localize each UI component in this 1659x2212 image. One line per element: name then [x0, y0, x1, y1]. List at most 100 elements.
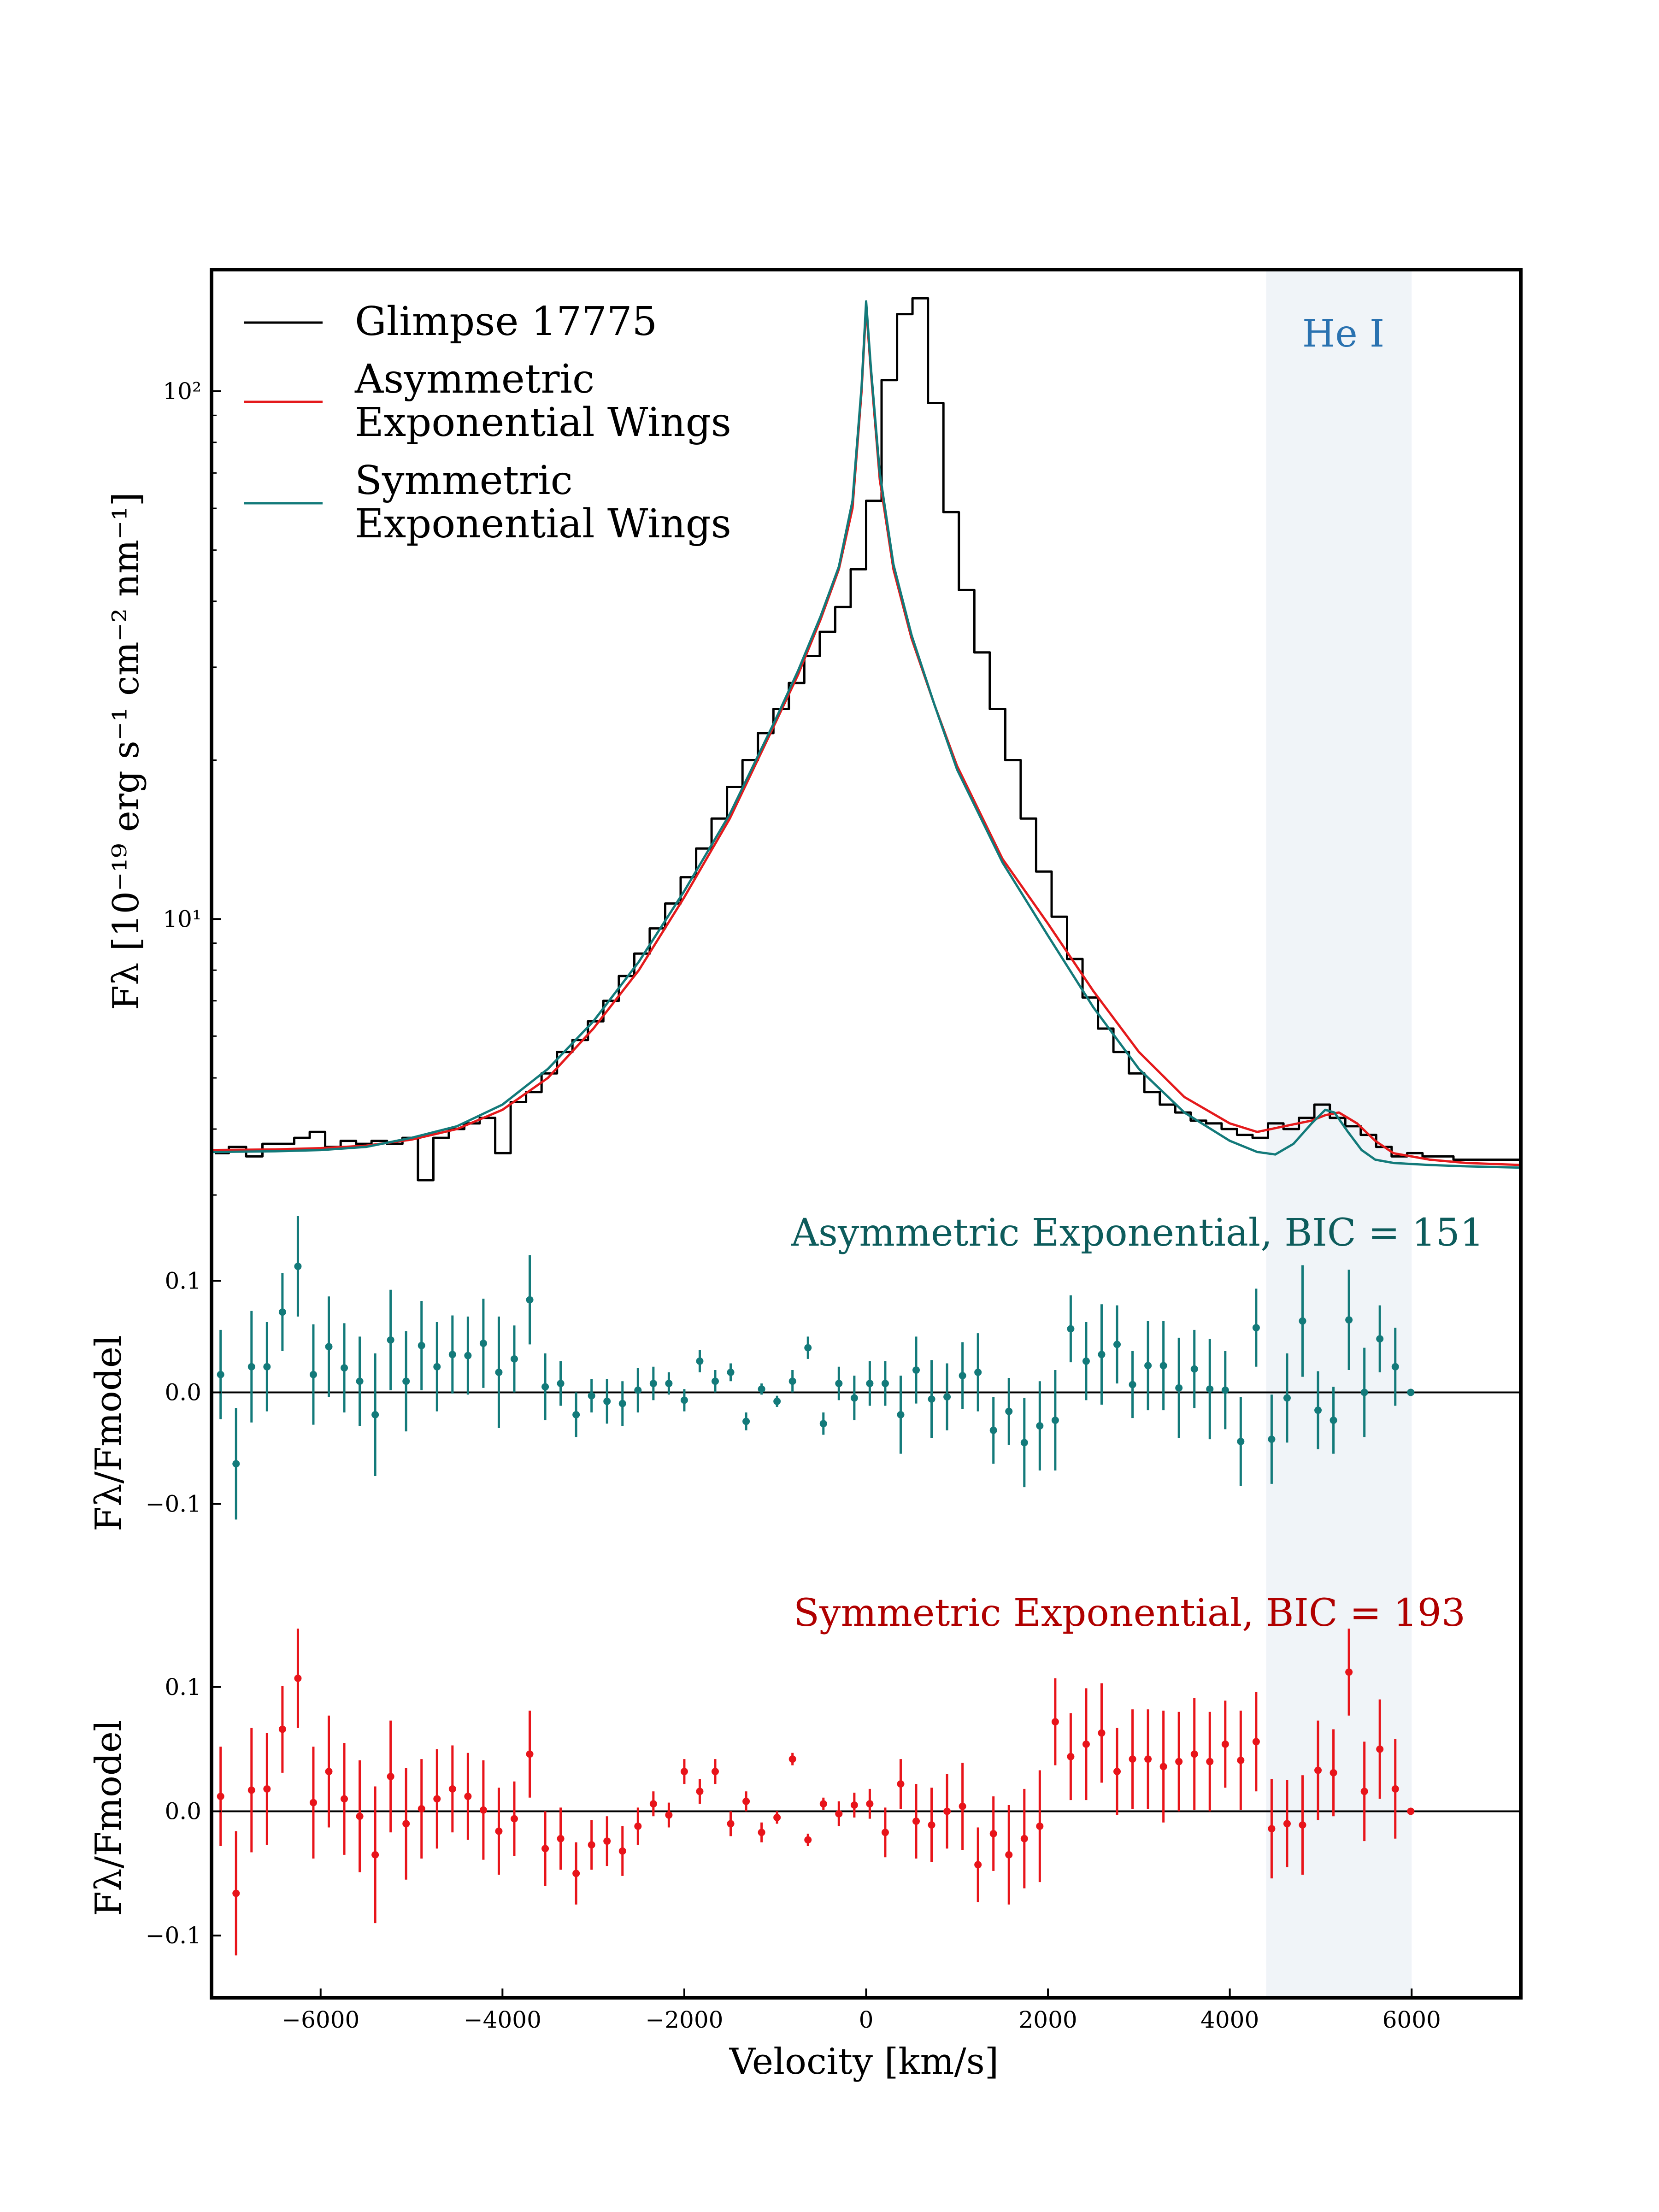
asymmetric-residual-point	[742, 1418, 750, 1425]
symmetric-residual-point	[448, 1785, 456, 1793]
middle-y-tick-label: 0.0	[165, 1379, 201, 1406]
symmetric-residual-point	[912, 1818, 920, 1825]
symmetric-residual-point	[217, 1793, 224, 1800]
asymmetric-residual-point	[387, 1336, 394, 1344]
asymmetric-residual-point	[819, 1420, 827, 1428]
symmetric-residual-point	[1252, 1738, 1260, 1746]
asymmetric-residual-point	[1144, 1362, 1152, 1370]
symmetric-residual-point	[1098, 1729, 1106, 1737]
asymmetric-residual-point	[928, 1395, 935, 1403]
bottom-y-tick-label: 0.0	[165, 1798, 201, 1824]
asymmetric-residual-point	[526, 1296, 534, 1304]
middle-y-axis-label: Fλ/Fmodel	[88, 1335, 129, 1531]
asymmetric-residual-point	[1005, 1407, 1013, 1415]
symmetric-residual-point	[1036, 1822, 1044, 1830]
symmetric-residual-point	[387, 1772, 394, 1780]
symmetric-residual-point	[572, 1870, 580, 1877]
asymmetric-residual-point	[464, 1352, 472, 1359]
asymmetric-residual-point	[1268, 1435, 1276, 1443]
asymmetric-residual-point	[1391, 1363, 1399, 1371]
symmetric-residual-point	[758, 1829, 765, 1836]
asymmetric-residual-point	[1376, 1335, 1384, 1343]
he-i-label: He I	[1302, 312, 1385, 356]
symmetric-residual-point	[634, 1822, 642, 1830]
asymmetric-residual-point	[263, 1363, 271, 1371]
symmetric-residual-point	[541, 1845, 549, 1853]
bottom-panel-residuals	[217, 1629, 1415, 1956]
symmetric-residual-point	[1376, 1745, 1384, 1753]
x-tick-label: 4000	[1200, 2006, 1259, 2033]
asymmetric-residual-point	[479, 1339, 487, 1347]
asymmetric-residual-point	[788, 1377, 796, 1385]
symmetric-residual-point	[1360, 1788, 1368, 1795]
asymmetric-residual-point	[588, 1392, 595, 1400]
asymmetric-residual-point	[1051, 1416, 1059, 1424]
symmetric-residual-point	[294, 1674, 302, 1682]
asymmetric-residual-point	[680, 1396, 688, 1404]
asymmetric-residual-point	[1345, 1316, 1353, 1324]
symmetric-residual-point	[974, 1861, 982, 1869]
symmetric-residual-point	[727, 1820, 735, 1828]
asymmetric-residual-point	[325, 1343, 333, 1351]
symmetric-residual-point	[510, 1815, 518, 1823]
asymmetric-residual-point	[1407, 1388, 1415, 1396]
symmetric-residual-point	[232, 1889, 240, 1897]
symmetric-residual-point	[479, 1806, 487, 1814]
bottom-y-tick-label: 0.1	[165, 1674, 201, 1700]
asymmetric-residual-point	[711, 1377, 719, 1385]
x-tick-label: 2000	[1018, 2006, 1077, 2033]
asymmetric-residual-point	[495, 1368, 503, 1376]
asymmetric-residual-point	[634, 1386, 642, 1394]
symmetric-residual-point	[989, 1830, 997, 1837]
asymmetric-residual-point	[696, 1357, 704, 1365]
asymmetric-residual-point	[371, 1411, 379, 1418]
asymmetric-residual-point	[247, 1363, 255, 1371]
asymmetric-panel-title: Asymmetric Exponential, BIC = 151	[791, 1211, 1484, 1255]
symmetric-residual-point	[263, 1785, 271, 1793]
x-tick-label: −6000	[282, 2006, 359, 2033]
axis-ticks: −6000 −4000 −2000 0 2000 4000 6000 10¹ 10² 0.1 0.0…	[146, 378, 1441, 2033]
symmetric-residual-point	[773, 1813, 781, 1821]
asymmetric-residual-point	[912, 1366, 920, 1374]
symmetric-residual-point	[1330, 1769, 1337, 1777]
symmetric-residual-point	[1159, 1763, 1167, 1771]
symmetric-residual-point	[788, 1755, 796, 1763]
symmetric-residual-point	[711, 1768, 719, 1776]
asymmetric-residual-point	[557, 1380, 565, 1388]
symmetric-residual-point	[804, 1836, 812, 1844]
asymmetric-residual-point	[232, 1460, 240, 1468]
symmetric-residual-point	[1051, 1718, 1059, 1726]
asymmetric-residual-point	[974, 1368, 982, 1376]
symmetric-residual-point	[1020, 1835, 1028, 1842]
symmetric-residual-point	[959, 1802, 966, 1810]
symmetric-residual-point	[1190, 1750, 1198, 1758]
symmetric-residual-point	[603, 1837, 611, 1845]
asymmetric-residual-point	[649, 1380, 657, 1388]
asymmetric-residual-point	[897, 1411, 905, 1418]
symmetric-residual-point	[866, 1800, 874, 1808]
observed-spectrum-steps	[215, 297, 1521, 1182]
asymmetric-residual-point	[1314, 1406, 1322, 1414]
middle-panel-residuals	[217, 1216, 1415, 1520]
asymmetric-residual-point	[866, 1380, 874, 1388]
symmetric-residual-point	[1005, 1851, 1013, 1859]
asymmetric-residual-point	[1237, 1437, 1245, 1445]
symmetric-residual-point	[1144, 1755, 1152, 1763]
asymmetric-residual-point	[1221, 1386, 1229, 1394]
symmetric-residual-point	[943, 1807, 951, 1815]
asymmetric-residual-point	[572, 1411, 580, 1418]
symmetric-residual-point	[1221, 1740, 1229, 1748]
symmetric-residual-point	[1067, 1753, 1075, 1760]
symmetric-residual-point	[1206, 1758, 1214, 1765]
legend-label-symmetric-2: Exponential Wings	[355, 501, 731, 547]
legend-label-asymmetric-2: Exponential Wings	[355, 400, 731, 446]
symmetric-residual-point	[557, 1835, 565, 1842]
symmetric-residual-point	[649, 1800, 657, 1808]
symmetric-residual-point	[1299, 1821, 1306, 1829]
asymmetric-residual-point	[1252, 1324, 1260, 1332]
symmetric-residual-point	[1268, 1825, 1276, 1833]
asymmetric-residual-point	[1067, 1325, 1075, 1333]
symmetric-residual-point	[1175, 1758, 1183, 1765]
asymmetric-residual-point	[1036, 1422, 1044, 1430]
asymmetric-residual-point	[881, 1380, 889, 1388]
